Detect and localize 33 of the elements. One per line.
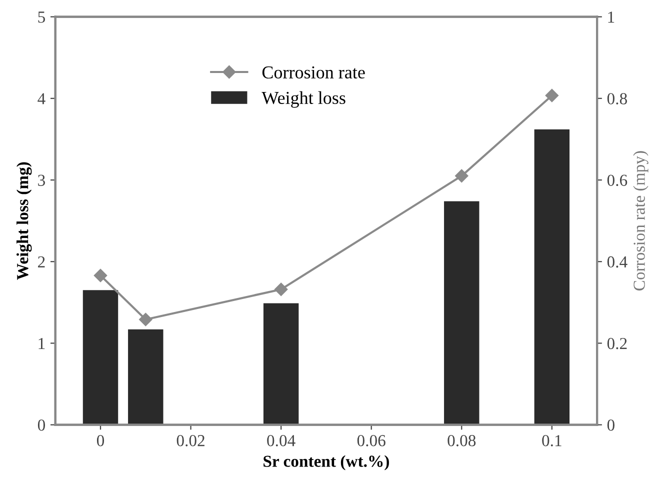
y-tick-label: 1 [38, 338, 45, 349]
point [455, 169, 468, 183]
y2-tick-label: 1 [608, 12, 614, 23]
point [139, 312, 152, 326]
point [94, 268, 108, 282]
y-tick-label: 2 [38, 256, 45, 268]
x-tick-label: 0.06 [357, 435, 386, 446]
y-tick-label: 0 [38, 420, 45, 431]
x-tick-label: 0.04 [267, 435, 296, 446]
bar [534, 129, 570, 425]
y2-tick-label: 0.8 [607, 93, 627, 104]
bar [128, 329, 164, 425]
x-tick-label: 0.08 [448, 435, 476, 446]
legend-label: Weight loss [262, 91, 346, 108]
x-tick-label: 0 [96, 435, 104, 446]
x-tick-label: 0.1 [542, 435, 562, 446]
y2-tick-label: 0.4 [607, 256, 628, 268]
y2-tick-label: 0.6 [607, 174, 628, 186]
bar [263, 303, 299, 425]
y-axis-title: Weight loss (mg) [16, 162, 32, 280]
legend-label: Corrosion rate [262, 66, 365, 79]
y2-tick-label: 0 [607, 420, 614, 431]
y2-tick-label: 0.2 [607, 338, 627, 350]
x-tick-label: 0.02 [176, 435, 204, 446]
point [274, 282, 288, 296]
y2-axis-title: Corrosion rate (mpy) [633, 151, 648, 290]
bar [444, 201, 480, 425]
bar [82, 290, 118, 425]
y-tick-label: 5 [38, 12, 45, 23]
point [545, 88, 558, 102]
y-tick-label: 4 [38, 93, 46, 104]
y-tick-label: 3 [38, 174, 45, 186]
x-axis-title: Sr content (wt.%) [264, 455, 389, 470]
